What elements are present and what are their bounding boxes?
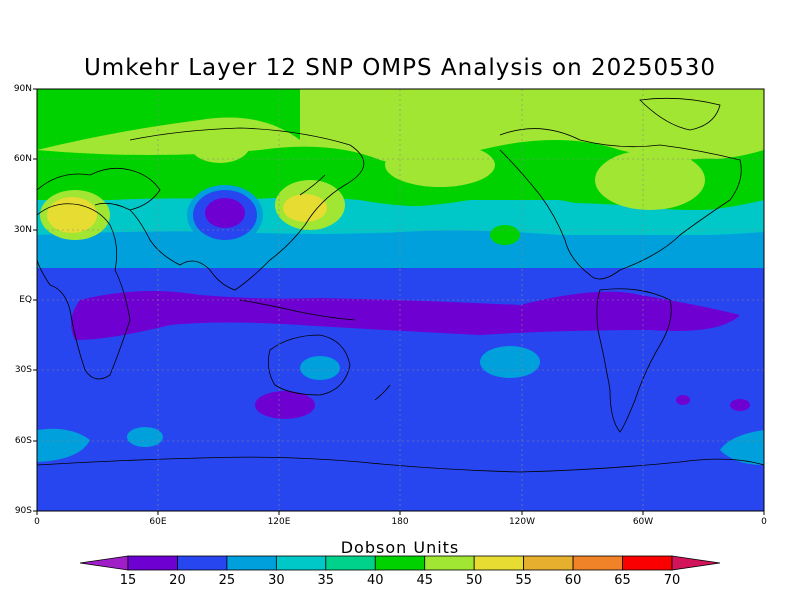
colorbar-level-label: 15 xyxy=(119,573,137,588)
colorbar-level-label: 50 xyxy=(465,573,483,588)
colorbar-swatch xyxy=(424,555,475,571)
lon-label-60e: 60E xyxy=(149,517,167,527)
lon-label-180: 180 xyxy=(391,517,409,527)
cell-australia xyxy=(300,356,340,380)
lat-label-60n: 60N xyxy=(13,154,32,164)
coastline-north-america xyxy=(499,128,742,280)
colorbar xyxy=(79,555,721,571)
high-europe-inner xyxy=(47,197,97,233)
lat-label-eq: EQ xyxy=(19,295,32,305)
high-north-pacific xyxy=(385,143,495,187)
lat-label-60s: 60S xyxy=(14,436,32,446)
coastline-indonesia xyxy=(239,299,356,321)
cell-southern-ocean-west xyxy=(37,428,90,462)
lat-label-30n: 30N xyxy=(13,225,32,235)
colorbar-level-label: 70 xyxy=(663,573,681,588)
coastline-japan xyxy=(299,174,326,196)
low-south-pacific xyxy=(676,395,690,405)
colorbar-swatch xyxy=(572,555,623,571)
coastline-europe xyxy=(37,167,161,211)
map-plot-area xyxy=(37,89,764,511)
cell-southern-ocean-mid xyxy=(127,427,163,447)
colorbar-swatch xyxy=(275,555,327,571)
colorbar-swatch xyxy=(177,555,228,571)
low-tibet-inner xyxy=(205,198,245,228)
low-equatorial-band xyxy=(71,291,740,340)
axis-ticks xyxy=(33,88,765,515)
contour-40-band xyxy=(37,158,764,214)
colorbar-level-label: 30 xyxy=(268,573,285,588)
lat-label-90s: 90S xyxy=(14,506,32,516)
high-north-america xyxy=(595,150,705,210)
colorbar-swatch xyxy=(523,555,574,571)
lon-label-120e: 120E xyxy=(267,517,291,527)
coastline-greenland xyxy=(639,97,721,131)
coastline-antarctica xyxy=(37,456,764,473)
grid-lines xyxy=(37,89,764,511)
high-japan-inner xyxy=(283,194,327,222)
colorbar-min-arrow xyxy=(79,555,129,571)
lon-label-0-east: 0 xyxy=(761,517,767,527)
low-south-atlantic xyxy=(730,399,750,411)
colorbar-level-label: 20 xyxy=(169,573,186,588)
high-arctic-east xyxy=(560,93,715,144)
low-south-indian xyxy=(255,391,315,419)
colorbar-level-label: 35 xyxy=(317,573,335,588)
coastline-south-america xyxy=(596,288,672,433)
colorbar-level-label: 65 xyxy=(614,573,631,588)
coastline-asia xyxy=(129,127,365,291)
colorbar-level-label: 25 xyxy=(218,573,236,588)
lat-label-90n: 90N xyxy=(13,84,32,94)
cell-south-pacific xyxy=(480,346,540,378)
colorbar-swatch xyxy=(127,555,178,571)
colorbar-swatch xyxy=(374,555,426,571)
colorbar-level-label: 45 xyxy=(416,573,433,588)
lat-label-30s: 30S xyxy=(14,365,32,375)
cell-southern-ocean-east xyxy=(720,430,764,465)
contour-40-north xyxy=(37,89,300,150)
colorbar-title: Dobson Units xyxy=(340,538,460,557)
colorbar-swatch xyxy=(622,555,673,571)
coastlines xyxy=(37,97,764,473)
colorbar-level-label: 55 xyxy=(515,573,532,588)
map-title: Umkehr Layer 12 SNP OMPS Analysis on 202… xyxy=(83,55,717,81)
colorbar-level-label: 40 xyxy=(366,573,384,588)
coastline-africa xyxy=(37,203,131,380)
lon-label-60w: 60W xyxy=(632,517,654,527)
colorbar-swatch xyxy=(473,555,525,571)
colorbar-max-arrow xyxy=(671,555,721,571)
cell-mid-pacific xyxy=(490,225,520,245)
colorbar-swatch xyxy=(325,555,376,571)
lon-label-120w: 120W xyxy=(508,517,536,527)
colorbar-level-label: 60 xyxy=(564,573,582,588)
high-arctic-west xyxy=(190,127,250,163)
coastline-australia xyxy=(267,334,351,396)
coastline-new-zealand xyxy=(374,384,391,401)
colorbar-swatch xyxy=(226,555,277,571)
lon-label-0-west: 0 xyxy=(34,517,40,527)
